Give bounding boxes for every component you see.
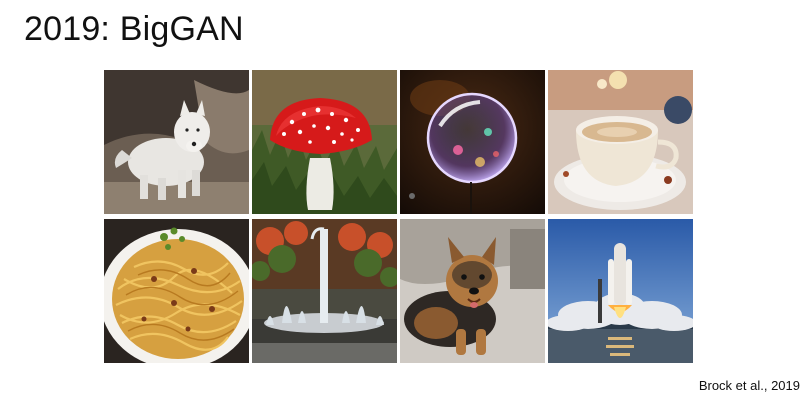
wolf-picture [104, 70, 249, 214]
mushroom-picture [252, 70, 397, 214]
coffee-picture [548, 70, 693, 214]
citation: Brock et al., 2019 [698, 378, 800, 393]
shuttle-image [548, 219, 693, 363]
wolf-image [104, 70, 249, 214]
coffee-image [548, 70, 693, 214]
mushroom-image [252, 70, 397, 214]
dog-picture [400, 219, 545, 363]
bubble-picture [400, 70, 545, 214]
fountain-picture [252, 219, 397, 363]
spaghetti-picture [104, 219, 249, 363]
slide-title: 2019: BigGAN [24, 10, 244, 48]
fountain-image [252, 219, 397, 363]
dog-image [400, 219, 545, 363]
generated-image-grid [104, 70, 694, 363]
shuttle-picture [548, 219, 693, 363]
bubble-image [400, 70, 545, 214]
spaghetti-image [104, 219, 249, 363]
